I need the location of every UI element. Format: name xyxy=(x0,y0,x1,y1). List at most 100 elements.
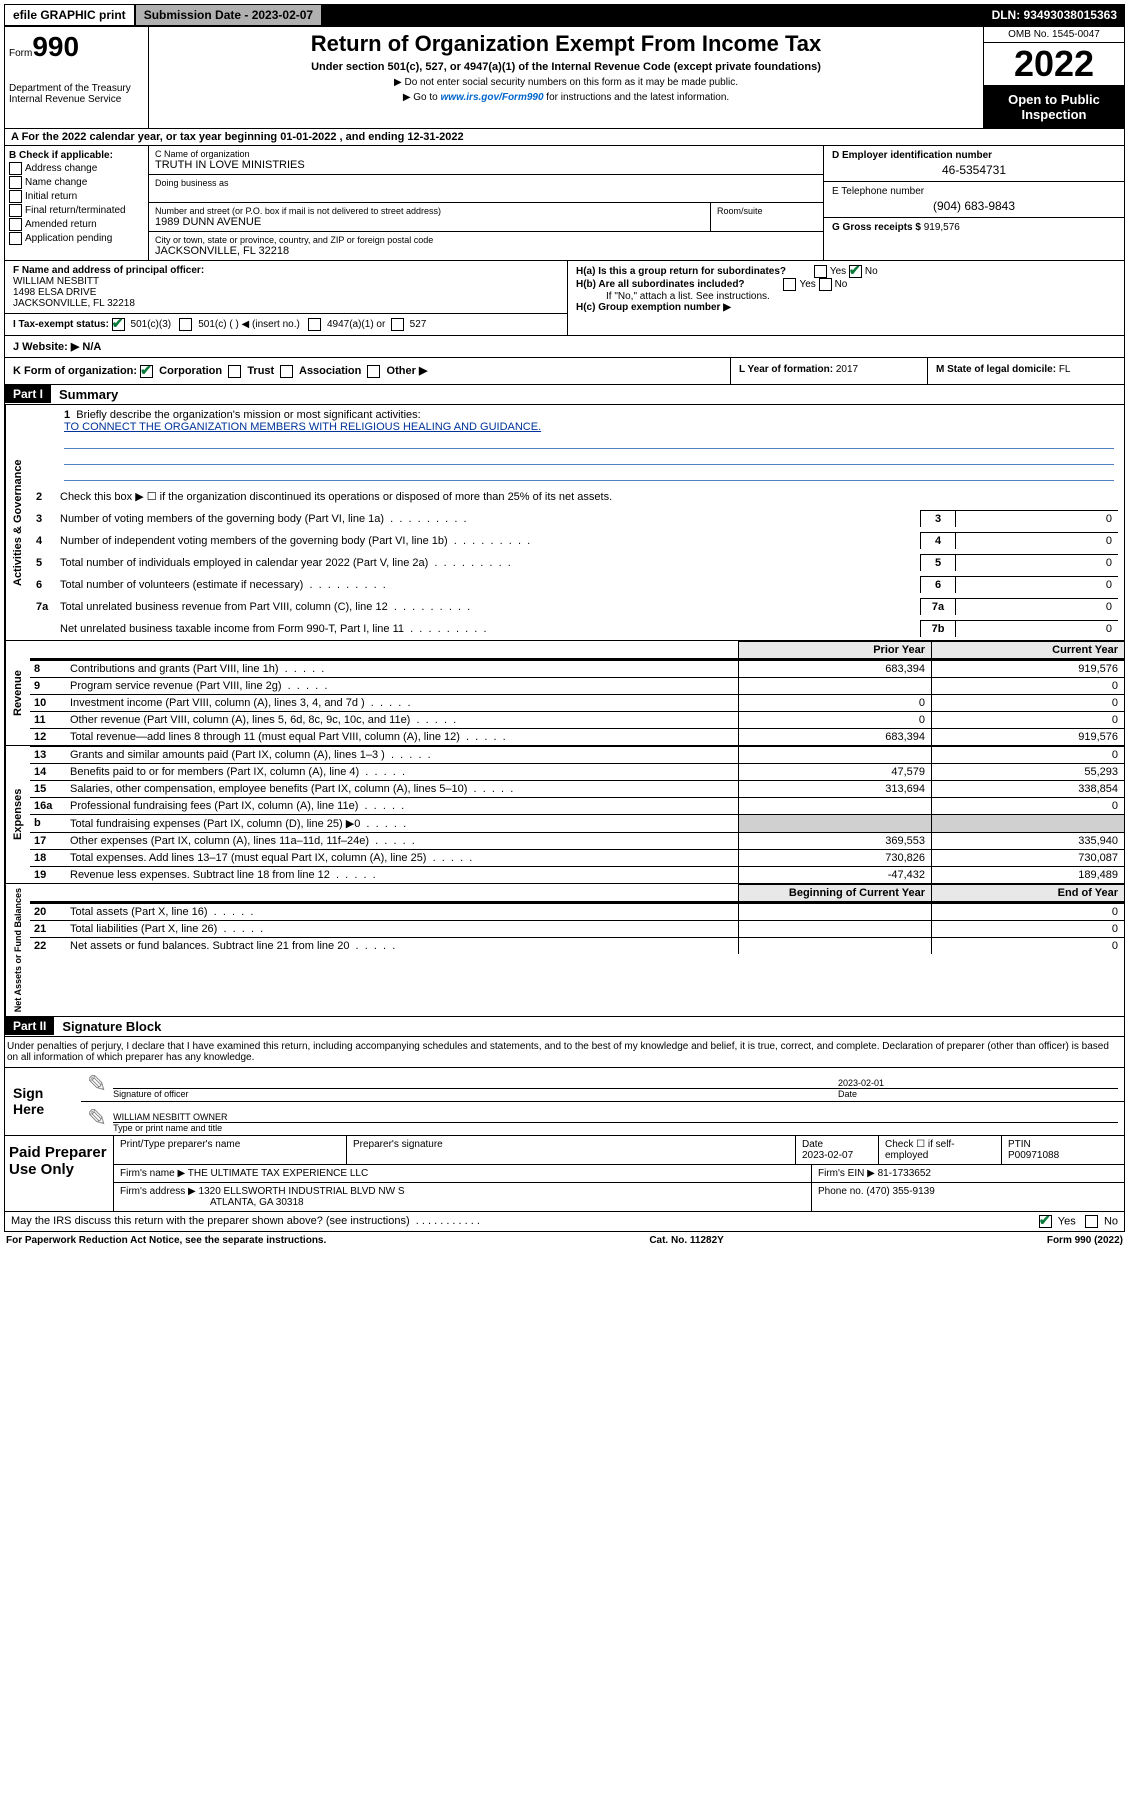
financial-line: 12Total revenue—add lines 8 through 11 (… xyxy=(30,728,1124,745)
org-name-label: C Name of organization xyxy=(155,149,817,159)
chk-hb-yes[interactable] xyxy=(783,278,796,291)
discuss-row: May the IRS discuss this return with the… xyxy=(4,1212,1125,1232)
chk-527[interactable] xyxy=(391,318,404,331)
row-f-h: F Name and address of principal officer:… xyxy=(4,261,1125,336)
paid-preparer-label: Paid Preparer Use Only xyxy=(5,1136,114,1211)
part2-title: Signature Block xyxy=(54,1017,169,1036)
chk-amended-return[interactable]: Amended return xyxy=(9,218,144,231)
line2-text: Check this box ▶ ☐ if the organization d… xyxy=(60,490,1118,503)
summary-line: 5Total number of individuals employed in… xyxy=(30,552,1124,574)
lbl-address-change: Address change xyxy=(25,163,97,174)
city-state-zip: JACKSONVILLE, FL 32218 xyxy=(155,245,817,257)
summary-line: 7aTotal unrelated business revenue from … xyxy=(30,596,1124,618)
form-number: 990 xyxy=(32,31,79,62)
form-subtitle: Under section 501(c), 527, or 4947(a)(1)… xyxy=(159,61,973,73)
officer-name-title: WILLIAM NESBITT OWNER xyxy=(113,1112,1118,1122)
chk-501c[interactable] xyxy=(179,318,192,331)
city-label: City or town, state or province, country… xyxy=(155,235,817,245)
summary-line: 6Total number of volunteers (estimate if… xyxy=(30,574,1124,596)
lbl-4947: 4947(a)(1) or xyxy=(327,319,385,330)
beg-year-hdr: Beginning of Current Year xyxy=(738,884,931,901)
lbl-ha-no: No xyxy=(865,266,878,277)
form-header: Form990 Department of the Treasury Inter… xyxy=(4,26,1125,129)
col-c: C Name of organization TRUTH IN LOVE MIN… xyxy=(149,146,823,260)
officer-label: F Name and address of principal officer: xyxy=(13,265,559,276)
ssn-note: ▶ Do not enter social security numbers o… xyxy=(159,77,973,88)
financial-line: 11Other revenue (Part VIII, column (A), … xyxy=(30,711,1124,728)
hb-note: If "No," attach a list. See instructions… xyxy=(576,291,1116,302)
financial-line: 10Investment income (Part VIII, column (… xyxy=(30,694,1124,711)
instructions-link[interactable]: www.irs.gov/Form990 xyxy=(441,92,544,103)
ptin-value: P00971088 xyxy=(1008,1150,1059,1161)
financial-line: 13Grants and similar amounts paid (Part … xyxy=(30,746,1124,763)
firm-addr-label: Firm's address ▶ xyxy=(120,1186,196,1197)
lbl-final-return: Final return/terminated xyxy=(25,205,126,216)
summary-line: Net unrelated business taxable income fr… xyxy=(30,618,1124,640)
chk-other-org[interactable] xyxy=(367,365,380,378)
lbl-discuss-no: No xyxy=(1104,1215,1118,1227)
pp-self-employed[interactable]: Check ☐ if self-employed xyxy=(879,1136,1002,1164)
lbl-527: 527 xyxy=(410,319,427,330)
end-year-hdr: End of Year xyxy=(931,884,1124,901)
chk-discuss-yes[interactable] xyxy=(1039,1215,1052,1228)
lbl-application-pending: Application pending xyxy=(25,233,112,244)
row-k: K Form of organization: Corporation Trus… xyxy=(4,358,1125,385)
mission-line xyxy=(64,450,1114,465)
chk-association[interactable] xyxy=(280,365,293,378)
row-a-period: A For the 2022 calendar year, or tax yea… xyxy=(4,129,1125,146)
financial-line: 18Total expenses. Add lines 13–17 (must … xyxy=(30,849,1124,866)
mission-line xyxy=(64,466,1114,481)
hc-label: H(c) Group exemption number ▶ xyxy=(576,302,731,313)
officer-addr2: JACKSONVILLE, FL 32218 xyxy=(13,298,559,309)
chk-discuss-no[interactable] xyxy=(1085,1215,1098,1228)
omb-number: OMB No. 1545-0047 xyxy=(984,27,1124,43)
identity-box: B Check if applicable: Address change Na… xyxy=(4,146,1125,261)
efile-label[interactable]: efile GRAPHIC print xyxy=(4,4,135,26)
sign-here-box: Sign Here ✎ Signature of officer 2023-02… xyxy=(4,1068,1125,1136)
net-assets-section: Net Assets or Fund Balances Beginning of… xyxy=(4,884,1125,1017)
lbl-ha-yes: Yes xyxy=(830,266,846,277)
firm-name-label: Firm's name ▶ xyxy=(120,1168,185,1179)
chk-ha-no[interactable] xyxy=(849,265,862,278)
chk-ha-yes[interactable] xyxy=(814,265,827,278)
lbl-trust: Trust xyxy=(247,365,274,377)
chk-application-pending[interactable]: Application pending xyxy=(9,232,144,245)
chk-address-change[interactable]: Address change xyxy=(9,162,144,175)
lbl-501c3: 501(c)(3) xyxy=(131,319,172,330)
tab-net-assets: Net Assets or Fund Balances xyxy=(5,884,30,1016)
col-b-label: B Check if applicable: xyxy=(9,150,144,161)
website-label: J Website: ▶ xyxy=(13,341,79,353)
dba-label: Doing business as xyxy=(155,178,817,188)
prep-phone: (470) 355-9139 xyxy=(866,1186,934,1197)
row-j-website: J Website: ▶ N/A xyxy=(4,336,1125,358)
domicile: FL xyxy=(1059,364,1071,375)
chk-hb-no[interactable] xyxy=(819,278,832,291)
financial-line: 21Total liabilities (Part X, line 26) . … xyxy=(30,920,1124,937)
chk-501c3[interactable] xyxy=(112,318,125,331)
website-value: N/A xyxy=(82,341,101,353)
type-name-label: Type or print name and title xyxy=(113,1122,1118,1133)
chk-corporation[interactable] xyxy=(140,365,153,378)
form-word: Form xyxy=(9,48,32,59)
financial-line: 20Total assets (Part X, line 16) . . . .… xyxy=(30,903,1124,920)
col-de: D Employer identification number 46-5354… xyxy=(823,146,1124,260)
pp-date-label: Date xyxy=(802,1139,823,1150)
financial-line: 15Salaries, other compensation, employee… xyxy=(30,780,1124,797)
row-i-label: I Tax-exempt status: xyxy=(13,319,109,330)
lbl-amended-return: Amended return xyxy=(25,219,97,230)
financial-line: 19Revenue less expenses. Subtract line 1… xyxy=(30,866,1124,883)
phone-label: E Telephone number xyxy=(832,186,1116,197)
lbl-initial-return: Initial return xyxy=(25,191,77,202)
chk-initial-return[interactable]: Initial return xyxy=(9,190,144,203)
chk-name-change[interactable]: Name change xyxy=(9,176,144,189)
year-formation: 2017 xyxy=(836,364,858,375)
lbl-association: Association xyxy=(299,365,361,377)
sig-date-label: Date xyxy=(838,1088,1118,1099)
lbl-other-org: Other ▶ xyxy=(387,365,428,377)
tax-year: 2022 xyxy=(984,43,1124,86)
lbl-501c: 501(c) ( ) ◀ (insert no.) xyxy=(198,319,300,330)
org-name: TRUTH IN LOVE MINISTRIES xyxy=(155,159,817,171)
chk-4947[interactable] xyxy=(308,318,321,331)
chk-trust[interactable] xyxy=(228,365,241,378)
chk-final-return[interactable]: Final return/terminated xyxy=(9,204,144,217)
